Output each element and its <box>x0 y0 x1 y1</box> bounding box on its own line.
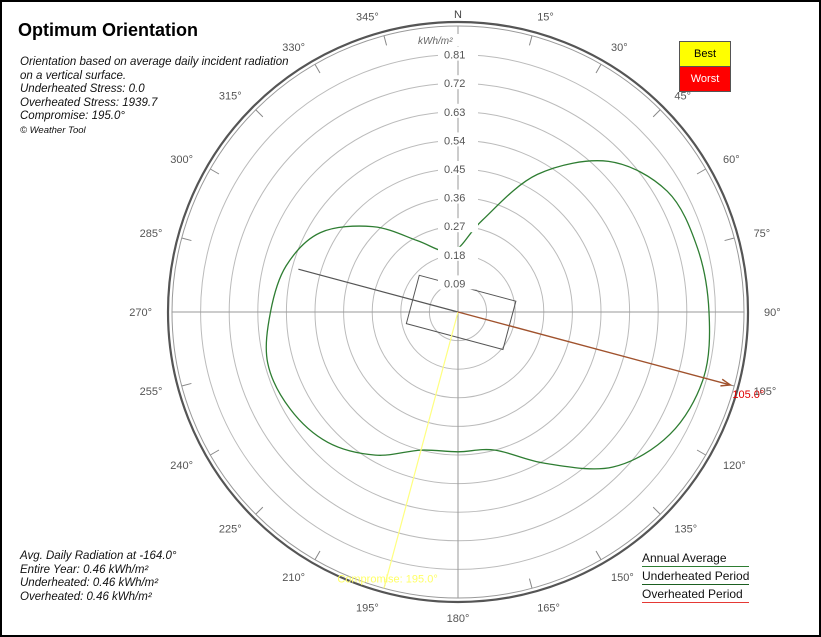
worst-swatch: Worst <box>679 67 731 92</box>
angle-tick <box>696 449 706 456</box>
overheated-text: Overheated: 0.46 kWh/m² <box>20 590 152 603</box>
series-legend: Annual Average Underheated Period Overhe… <box>642 551 750 605</box>
radial-tick-label: 0.63 <box>444 107 465 119</box>
worst-orientation-line <box>298 268 459 313</box>
unit-label: kWh/m² <box>418 36 453 47</box>
angle-label: 135° <box>674 523 697 535</box>
underheated-text: Underheated: 0.46 kWh/m² <box>20 577 159 589</box>
summary-panel: Avg. Daily Radiation at -164.0° Entire Y… <box>20 550 260 604</box>
radial-tick-label: 0.72 <box>444 78 465 90</box>
radial-tick-label: 0.18 <box>444 250 465 262</box>
angle-tick <box>255 109 264 118</box>
angle-label: 330° <box>282 42 305 54</box>
radial-tick-label: 0.36 <box>444 193 465 205</box>
best-worst-legend: Best Worst <box>679 41 731 92</box>
angle-tick <box>724 237 735 242</box>
angle-label: 150° <box>611 572 634 584</box>
angle-label: 345° <box>356 11 379 23</box>
credit-text: © Weather Tool <box>20 124 86 136</box>
best-arrow-head <box>720 378 733 387</box>
unit-label-bg <box>416 34 466 46</box>
angle-label: 255° <box>140 386 163 398</box>
angle-tick <box>181 237 192 242</box>
angle-tick <box>595 550 602 560</box>
angle-label: 90° <box>764 307 781 319</box>
radial-tick-bg <box>438 103 478 118</box>
chart-series <box>265 160 711 470</box>
angle-tick <box>696 168 706 175</box>
angle-label: 60° <box>723 154 740 166</box>
angle-tick <box>210 449 220 456</box>
compromise-label: Compromise: 195.0° <box>337 573 437 585</box>
radial-tick-bg <box>438 275 478 290</box>
chart-labels: 0.09 0.18 0.27 0.36 0.45 0.54 0.63 0.72 0.81 kWh/… <box>129 9 780 625</box>
angle-label: 120° <box>723 460 746 472</box>
radial-tick-label: 0.27 <box>444 221 465 233</box>
radial-tick-label: 0.81 <box>444 50 465 62</box>
angle-label: 240° <box>170 460 193 472</box>
legend-underheated-period: Underheated Period <box>642 569 750 585</box>
best-orientation-arrow <box>457 311 731 386</box>
radial-tick-label: 0.54 <box>444 135 465 147</box>
angle-tick <box>383 35 388 46</box>
radial-tick-label: 0.09 <box>444 278 465 290</box>
radial-tick-bg <box>438 161 478 175</box>
radial-tick-bg <box>438 132 478 147</box>
north-label: N <box>454 9 462 21</box>
angle-tick <box>255 506 264 515</box>
chart-title: Optimum Orientation <box>18 20 198 40</box>
radial-tick-bg <box>438 246 478 261</box>
best-angle-label: 105.0° <box>732 389 764 401</box>
angle-label: 270° <box>129 307 152 319</box>
angle-tick <box>210 168 220 175</box>
angle-label: 30° <box>611 42 628 54</box>
angle-tick <box>528 35 533 46</box>
angle-tick <box>595 64 602 74</box>
radial-tick-bg <box>438 75 478 90</box>
compromise-line <box>383 311 459 589</box>
summary-heading: Avg. Daily Radiation at -164.0° <box>20 550 177 562</box>
radial-tick-label: 0.45 <box>444 164 465 176</box>
angle-tick <box>652 109 661 118</box>
radial-tick-bg <box>438 189 478 204</box>
underheated-stress-text: Underheated Stress: 0.0 <box>20 83 145 95</box>
angle-label: 165° <box>537 603 560 615</box>
description-text: Orientation based on average daily incid… <box>20 56 289 82</box>
radial-tick-bg <box>438 218 478 233</box>
radial-tick-bg <box>438 46 478 61</box>
angle-label: 15° <box>537 11 554 23</box>
angle-tick <box>181 382 192 387</box>
angle-label: 300° <box>170 154 193 166</box>
angle-label: 45° <box>674 91 691 103</box>
angle-tick <box>528 578 533 589</box>
angle-tick <box>314 550 321 560</box>
best-swatch: Best <box>679 41 731 67</box>
angle-label: 180° <box>447 613 470 625</box>
angle-label: 105° <box>754 386 777 398</box>
angle-tick <box>652 506 661 515</box>
legend-annual-average: Annual Average <box>642 551 750 567</box>
annual-average-curve <box>265 160 711 470</box>
outer-ring <box>166 20 750 604</box>
angle-label: 210° <box>282 572 305 584</box>
angle-label: 195° <box>356 603 379 615</box>
chart-markers <box>298 268 733 589</box>
compromise-text: Compromise: 195.0° <box>20 110 125 122</box>
angle-label: 225° <box>219 523 242 535</box>
info-panel: Orientation based on average daily incid… <box>20 56 290 137</box>
angle-label: 315° <box>219 91 242 103</box>
angle-label: 285° <box>140 228 163 240</box>
entire-year-text: Entire Year: 0.46 kWh/m² <box>20 563 149 576</box>
angle-label: 75° <box>754 228 771 240</box>
legend-overheated-period: Overheated Period <box>642 587 750 603</box>
overheated-stress-text: Overheated Stress: 1939.7 <box>20 96 158 109</box>
angle-tick <box>314 64 321 74</box>
